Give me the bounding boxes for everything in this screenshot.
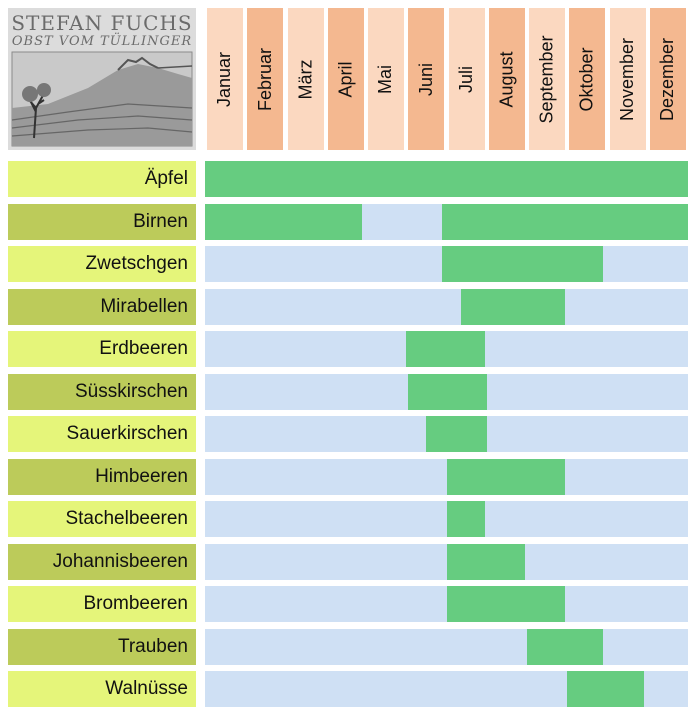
- logo-subtitle: OBST VOM TÜLLINGER: [11, 34, 193, 49]
- month-label: November: [617, 37, 637, 121]
- season-bar: [442, 203, 688, 240]
- month-label: August: [496, 50, 517, 108]
- row-label: Stachelbeeren: [8, 501, 196, 537]
- row-track: [205, 501, 688, 537]
- season-bar: [567, 671, 644, 707]
- row-track: [205, 246, 688, 282]
- season-bar: [205, 161, 688, 197]
- season-bar: [442, 246, 604, 282]
- row-label: Sauerkirschen: [8, 416, 196, 452]
- landscape-sketch-icon: [8, 8, 196, 150]
- month-0: Januar: [207, 8, 243, 150]
- month-2: März: [287, 8, 324, 150]
- month-6: Juli: [448, 8, 485, 150]
- row-track: [205, 373, 688, 410]
- row-track: [205, 203, 688, 240]
- row-track: [205, 161, 688, 197]
- row-label: Walnüsse: [8, 671, 196, 707]
- month-label: Juni: [415, 62, 436, 96]
- month-9: Oktober: [569, 8, 606, 150]
- row-label: Zwetschgen: [8, 246, 196, 282]
- season-bar: [446, 543, 525, 580]
- season-bar: [460, 288, 566, 325]
- row-track: [205, 586, 688, 622]
- month-5: Juni: [408, 8, 445, 150]
- month-label: Dezember: [657, 37, 678, 121]
- month-10: November: [609, 8, 646, 150]
- season-bar: [446, 586, 566, 622]
- month-label: März: [295, 59, 315, 99]
- row-track: [205, 331, 688, 367]
- logo: STEFAN FUCHS OBST VOM TÜLLINGER: [8, 8, 196, 150]
- season-bar: [426, 416, 487, 452]
- row-label: Äpfel: [8, 161, 196, 197]
- row-label: Johannisbeeren: [8, 543, 196, 580]
- row-label: Birnen: [8, 203, 196, 240]
- month-label: Mai: [375, 64, 396, 94]
- season-bar: [408, 373, 487, 410]
- season-bar: [446, 501, 485, 537]
- season-bar: [205, 203, 362, 240]
- row-label: Brombeeren: [8, 586, 196, 622]
- season-bar: [406, 331, 485, 367]
- season-bar: [527, 628, 604, 665]
- row-label: Erdbeeren: [8, 331, 196, 367]
- month-4: Mai: [368, 8, 404, 150]
- logo-title: STEFAN FUCHS: [11, 11, 193, 35]
- row-track: [205, 416, 688, 452]
- month-label: April: [335, 60, 356, 98]
- month-label: Januar: [214, 51, 235, 107]
- month-label: Juli: [455, 65, 476, 93]
- month-7: August: [488, 8, 525, 150]
- month-label: Februar: [254, 47, 275, 111]
- month-label: September: [536, 34, 557, 124]
- month-11: Dezember: [649, 8, 686, 150]
- row-label: Süsskirschen: [8, 373, 196, 410]
- row-track: [205, 288, 688, 325]
- row-track: [205, 628, 688, 665]
- row-track: [205, 671, 688, 707]
- row-label: Mirabellen: [8, 288, 196, 325]
- month-3: April: [327, 8, 364, 150]
- month-8: September: [529, 8, 565, 150]
- row-label: Himbeeren: [8, 458, 196, 495]
- month-1: Februar: [247, 8, 284, 150]
- row-track: [205, 543, 688, 580]
- month-label: Oktober: [576, 46, 597, 112]
- row-track: [205, 458, 688, 495]
- season-bar: [446, 458, 566, 495]
- row-label: Trauben: [8, 628, 196, 665]
